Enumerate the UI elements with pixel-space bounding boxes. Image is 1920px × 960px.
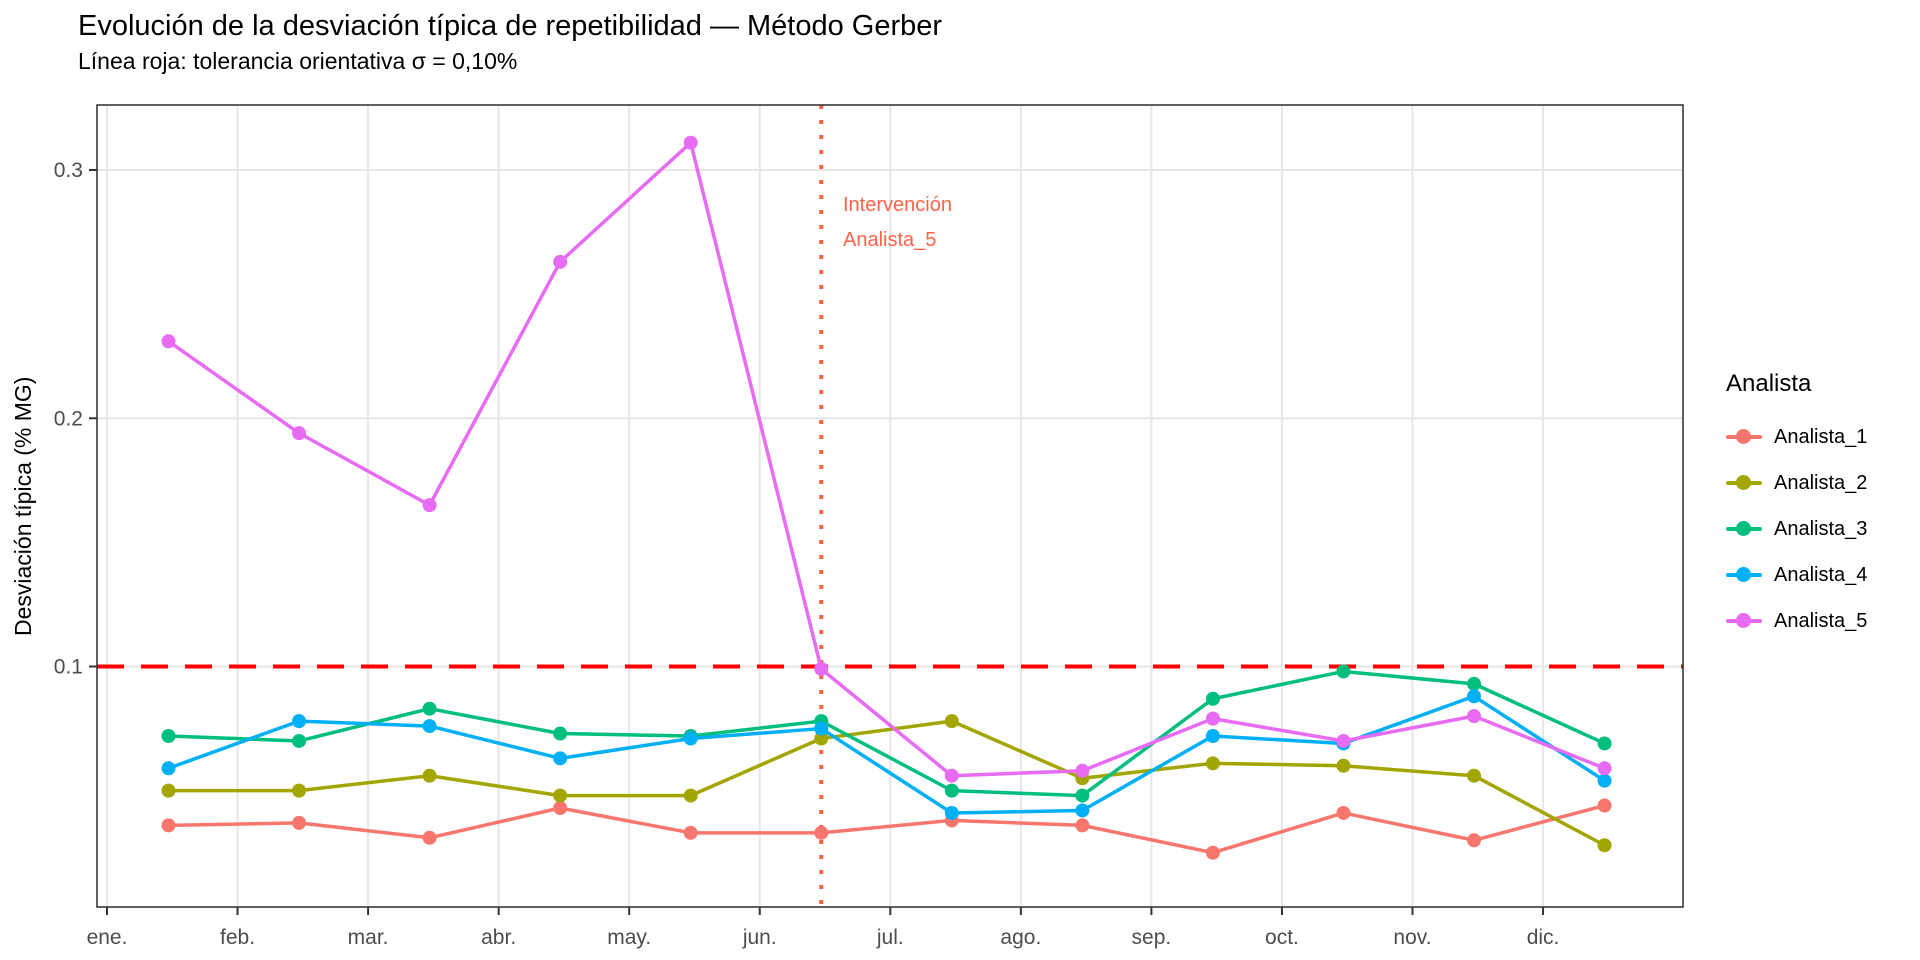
- legend-label: Analista_4: [1774, 563, 1868, 586]
- data-point: [161, 334, 176, 349]
- y-tick-label: 0.2: [54, 407, 83, 430]
- series-Analista_1: [161, 798, 1612, 860]
- legend-label: Analista_5: [1774, 609, 1868, 632]
- data-point: [814, 721, 829, 736]
- legend-key-icon: [1726, 427, 1762, 447]
- data-point: [161, 729, 176, 744]
- data-point: [553, 254, 568, 269]
- y-tick-label: 0.1: [54, 656, 83, 679]
- data-point: [422, 498, 437, 513]
- x-tick-label: ago.: [1000, 926, 1041, 949]
- data-point: [1467, 676, 1481, 691]
- legend-item-analista-4: Analista_4: [1726, 552, 1867, 598]
- data-point: [1467, 768, 1481, 783]
- data-point: [814, 731, 829, 746]
- data-point: [422, 768, 437, 783]
- x-tick-label: jul.: [876, 926, 904, 949]
- x-tick-label: feb.: [220, 926, 255, 949]
- data-point: [1075, 763, 1090, 778]
- data-point: [1597, 798, 1612, 813]
- x-tick-label: jun.: [742, 926, 777, 949]
- chart-title: Evolución de la desviación típica de rep…: [78, 10, 943, 42]
- data-point: [292, 733, 307, 748]
- legend-label: Analista_2: [1774, 471, 1868, 494]
- legend-item-analista-3: Analista_3: [1726, 506, 1867, 552]
- data-point: [553, 788, 568, 803]
- data-point: [944, 714, 959, 729]
- data-point: [1597, 761, 1612, 776]
- data-point: [1336, 758, 1351, 773]
- data-point: [814, 825, 829, 840]
- x-tick-label: may.: [607, 926, 651, 949]
- data-point: [1467, 833, 1481, 848]
- data-point: [683, 135, 698, 150]
- series-Analista_3: [161, 664, 1612, 803]
- data-point: [292, 426, 307, 441]
- legend-item-analista-2: Analista_2: [1726, 460, 1867, 506]
- data-point: [1205, 711, 1220, 726]
- data-point: [1075, 803, 1090, 818]
- axes: ene. feb. mar. abr. may. jun. jul. ago. sep. oct.…: [54, 159, 1560, 949]
- legend-key-icon: [1726, 565, 1762, 585]
- legend-label: Analista_3: [1774, 517, 1868, 540]
- chart-subtitle: Línea roja: tolerancia orientativa σ = 0…: [78, 48, 518, 74]
- series-Analista_2: [161, 714, 1612, 853]
- legend-item-analista-5: Analista_5: [1726, 598, 1867, 644]
- data-point: [683, 825, 698, 840]
- x-tick-label: ene.: [87, 926, 128, 949]
- legend-label: Analista_1: [1774, 425, 1868, 448]
- data-point: [422, 701, 437, 716]
- legend-key-icon: [1726, 611, 1762, 631]
- data-point: [553, 751, 568, 766]
- data-point: [944, 768, 959, 783]
- legend: Analista Analista_1 Analista_2 Analista_…: [1726, 372, 1867, 644]
- data-point: [161, 783, 176, 798]
- data-point: [292, 815, 307, 830]
- data-point: [1075, 818, 1090, 833]
- legend-item-analista-1: Analista_1: [1726, 414, 1867, 460]
- data-point: [1205, 729, 1220, 744]
- data-point: [1467, 689, 1481, 704]
- data-point: [1467, 709, 1481, 724]
- data-point: [1336, 664, 1351, 679]
- series-Analista_5: [161, 135, 1612, 783]
- legend-title: Analista: [1726, 370, 1812, 397]
- data-point: [683, 731, 698, 746]
- data-point: [1597, 773, 1612, 788]
- x-tick-label: abr.: [481, 926, 516, 949]
- data-point: [553, 801, 568, 816]
- event-annotation-line-1: Intervención: [843, 194, 952, 216]
- data-point: [161, 818, 176, 833]
- data-point: [944, 805, 959, 820]
- data-point: [1336, 805, 1351, 820]
- x-tick-label: nov.: [1393, 926, 1431, 949]
- data-point: [292, 714, 307, 729]
- data-point: [1075, 788, 1090, 803]
- data-point: [422, 719, 437, 734]
- data-point: [292, 783, 307, 798]
- data-point: [1336, 733, 1351, 748]
- data-point: [1205, 845, 1220, 860]
- y-tick-label: 0.3: [54, 159, 83, 182]
- event-annotation-line-2: Analista_5: [843, 229, 937, 251]
- x-tick-label: dic.: [1527, 926, 1560, 949]
- data-point: [683, 788, 698, 803]
- data-point: [814, 661, 829, 676]
- x-tick-label: mar.: [348, 926, 389, 949]
- data-point: [553, 726, 568, 741]
- data-point: [161, 761, 176, 776]
- data-point: [1205, 756, 1220, 771]
- legend-key-icon: [1726, 519, 1762, 539]
- data-point: [1205, 691, 1220, 706]
- data-point: [422, 830, 437, 845]
- data-point: [944, 783, 959, 798]
- data-point: [1597, 838, 1612, 853]
- x-tick-label: sep.: [1132, 926, 1172, 949]
- x-tick-label: oct.: [1265, 926, 1299, 949]
- legend-key-icon: [1726, 473, 1762, 493]
- data-point: [1597, 736, 1612, 751]
